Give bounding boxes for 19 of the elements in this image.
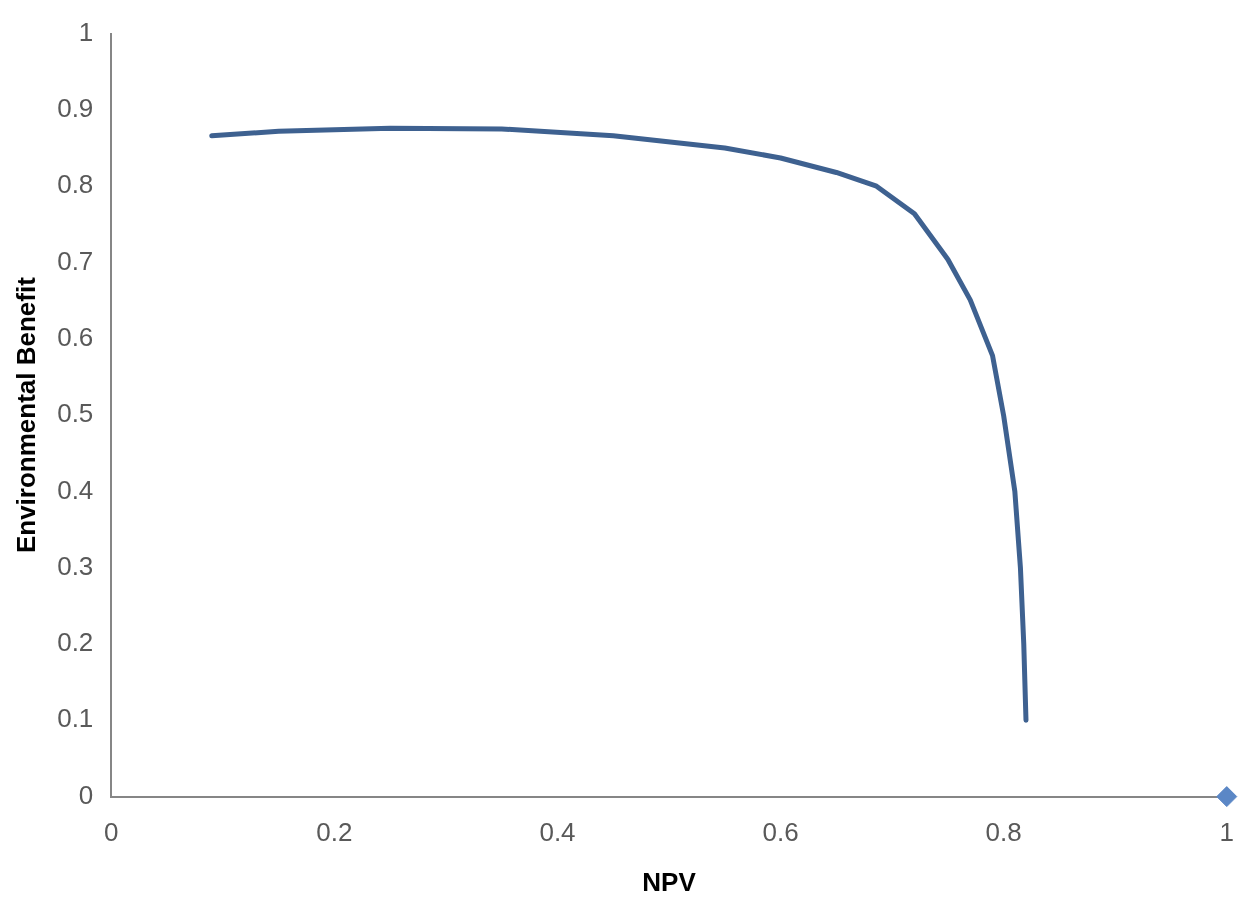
y-tick-label: 0.7 <box>57 245 94 276</box>
x-tick-label: 0 <box>104 817 119 848</box>
x-tick-label: 0.4 <box>539 817 576 848</box>
x-tick-label: 0.2 <box>316 817 353 848</box>
x-tick-label: 1 <box>1219 817 1234 848</box>
y-tick-label: 0.2 <box>57 627 94 658</box>
y-tick-label: 1 <box>78 16 94 47</box>
y-tick-label: 0.4 <box>57 474 94 505</box>
y-tick-label: 0.5 <box>57 398 94 429</box>
y-tick-label: 0.1 <box>57 703 94 734</box>
y-tick-label: 0.9 <box>57 93 94 124</box>
y-tick-label: 0.3 <box>57 550 94 581</box>
y-tick-label: 0.8 <box>57 169 94 200</box>
x-tick-label: 0.8 <box>985 817 1022 848</box>
x-axis-title: NPV <box>642 866 697 897</box>
y-tick-label: 0.6 <box>57 321 94 352</box>
x-tick-label: 0.6 <box>762 817 799 848</box>
y-tick-label: 0 <box>78 779 94 810</box>
y-axis-title: Environmental Benefit <box>10 276 41 554</box>
